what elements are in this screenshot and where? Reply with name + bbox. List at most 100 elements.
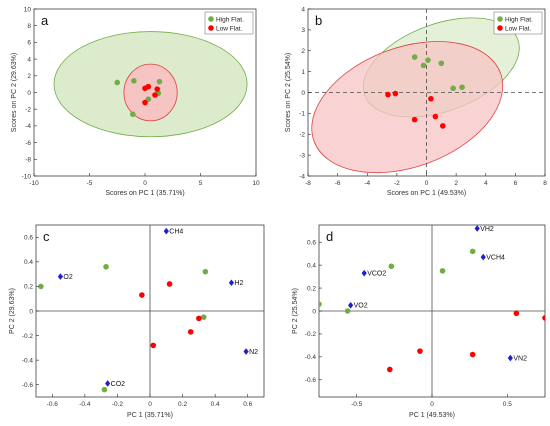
point-high-flat <box>38 283 44 290</box>
point-low-flat <box>196 315 202 322</box>
point-high-flat <box>450 85 456 92</box>
x-axis-label: Scores on PC 1 (35.71%) <box>105 190 184 197</box>
y-tick-label: 0.4 <box>307 262 316 269</box>
y-tick-label: 1 <box>301 69 305 76</box>
y-tick-label: 2 <box>301 48 305 55</box>
x-tick-label: -4 <box>364 180 370 187</box>
point-low-flat <box>187 329 194 335</box>
y-tick-label: 0 <box>301 90 305 97</box>
x-tick-label: 6 <box>514 180 518 187</box>
point-low-flat <box>417 348 423 354</box>
y-axis-label: PC 2 (29.63%) <box>9 288 16 334</box>
panel-letter: c <box>43 229 50 244</box>
legend-marker-low-flat <box>497 25 503 31</box>
point-low-flat <box>154 86 161 92</box>
legend-label: High Flat. <box>216 16 244 23</box>
x-tick-label: 0.6 <box>243 401 252 408</box>
x-tick-label: -0.5 <box>351 401 363 408</box>
legend-marker-high-flat <box>497 16 503 22</box>
point-high-flat <box>459 84 465 91</box>
y-tick-label: 4 <box>27 56 31 63</box>
point-low-flat <box>145 83 152 90</box>
loading-marker <box>243 348 249 355</box>
point-high-flat <box>129 111 136 118</box>
point-high-flat <box>200 314 207 320</box>
x-tick-label: 5 <box>199 180 203 187</box>
panel-letter: a <box>41 13 49 28</box>
point-high-flat <box>469 248 476 255</box>
point-low-flat <box>428 95 434 102</box>
point-high-flat <box>114 79 121 86</box>
plot-area <box>308 9 545 176</box>
point-high-flat <box>101 386 108 393</box>
y-tick-label: -0.4 <box>305 354 317 361</box>
y-tick-label: -10 <box>22 173 32 180</box>
x-tick-label: 2 <box>454 180 458 187</box>
panel-c: -0.6 -0.4 -0.2 0 0.2 0.4 0.6 -0.6 -0.4 -0.2 0 0.2 0.… <box>9 224 265 419</box>
loading-marker <box>361 269 367 277</box>
x-tick-label: -2 <box>394 180 400 187</box>
y-axis-label: Scores on PC 2 (29.63%) <box>11 53 18 132</box>
loading-label: H2 <box>234 280 243 287</box>
loading-label: CO2 <box>111 381 126 388</box>
x-tick-label: -0.4 <box>79 401 91 408</box>
point-high-flat <box>420 62 427 69</box>
point-low-flat <box>432 113 439 120</box>
loading-marker <box>228 279 235 287</box>
point-low-flat <box>150 342 157 349</box>
loading-label: VH2 <box>480 226 494 233</box>
x-tick-label: 4 <box>484 180 488 187</box>
x-axis-label: PC 1 (49.53%) <box>409 412 455 419</box>
point-low-flat <box>142 99 148 106</box>
loading-label: O2 <box>63 274 72 281</box>
point-high-flat <box>131 78 137 84</box>
loading-label: VO2 <box>354 303 368 310</box>
y-tick-label: 0.4 <box>24 259 33 266</box>
y-tick-label: -4 <box>25 123 31 130</box>
legend-marker-high-flat <box>208 16 214 22</box>
loading-marker <box>348 301 354 309</box>
ellipse-low-flat <box>311 41 504 174</box>
x-tick-label: 0.4 <box>211 401 220 408</box>
legend-label: Low Flat. <box>216 25 243 32</box>
y-tick-label: -3 <box>299 152 305 159</box>
panel-d: -0.5 0 0.5 -0.6 -0.4 -0.2 0 0.2 0.4 0.6 PC 1 (49.5… <box>292 224 546 419</box>
point-high-flat <box>438 60 445 67</box>
point-low-flat <box>166 281 173 287</box>
x-tick-label: -0.6 <box>47 401 59 408</box>
y-tick-label: 10 <box>24 6 32 13</box>
loading-label: VCH4 <box>486 255 505 262</box>
loading-marker <box>480 253 486 261</box>
y-tick-label: 2 <box>27 73 31 80</box>
x-axis-label: PC 1 (35.71%) <box>127 412 173 419</box>
loading-marker <box>474 225 480 232</box>
y-tick-label: 0.2 <box>24 284 33 291</box>
y-tick-label: -4 <box>299 173 305 180</box>
y-tick-label: 0 <box>27 90 31 97</box>
point-low-flat <box>392 90 399 97</box>
y-tick-label: -2 <box>25 107 31 114</box>
point-high-flat <box>439 268 446 274</box>
x-tick-label: -5 <box>87 180 93 187</box>
point-low-flat <box>513 310 520 317</box>
point-high-flat <box>156 78 163 85</box>
x-tick-label: -10 <box>29 180 39 187</box>
ellipse-low-flat <box>123 63 178 122</box>
y-tick-label: 3 <box>301 27 305 34</box>
point-high-flat <box>411 54 418 60</box>
y-tick-label: 0 <box>312 308 316 315</box>
x-tick-label: 0 <box>430 401 434 408</box>
x-tick-label: 0 <box>143 180 147 187</box>
x-axis-label: Scores on PC 1 (49.53%) <box>387 190 466 197</box>
point-low-flat <box>387 366 393 373</box>
y-tick-label: -2 <box>299 132 305 139</box>
panel-letter: b <box>315 13 322 28</box>
loading-marker <box>105 380 111 387</box>
legend-marker-low-flat <box>208 25 214 31</box>
point-low-flat <box>152 92 158 98</box>
y-axis-label: PC 2 (25.54%) <box>292 288 299 334</box>
point-high-flat <box>202 268 209 275</box>
loading-marker <box>163 227 169 235</box>
x-tick-label: -6 <box>335 180 341 187</box>
